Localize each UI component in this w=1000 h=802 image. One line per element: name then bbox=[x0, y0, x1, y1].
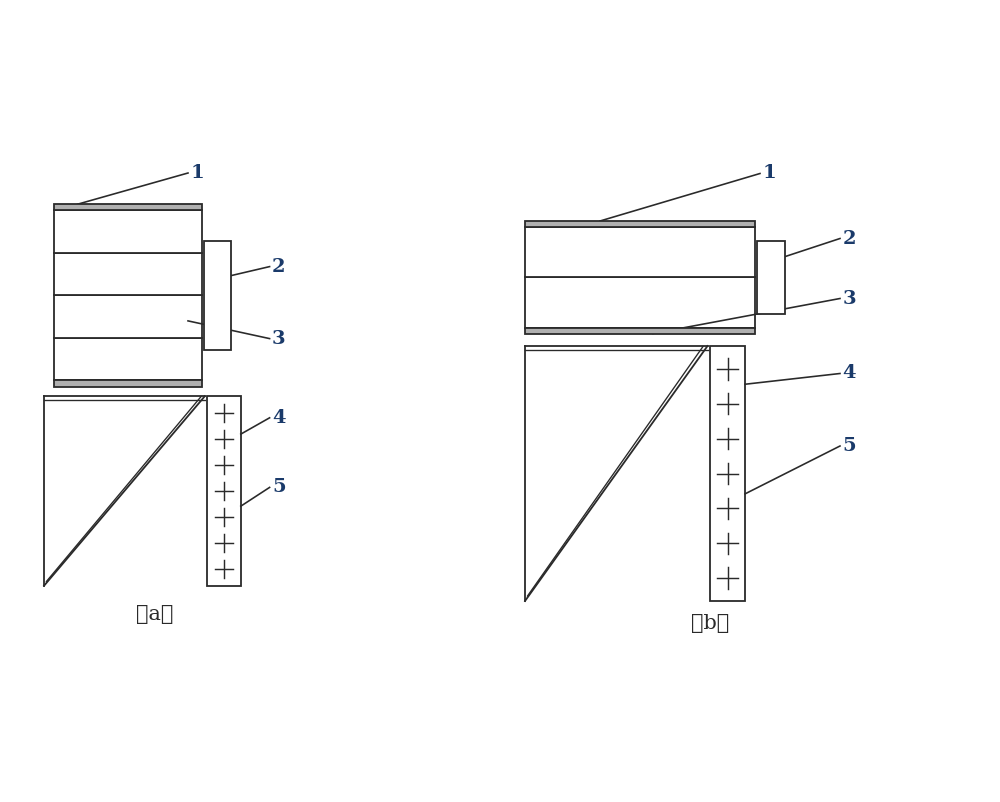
Text: （b）: （b） bbox=[691, 614, 729, 633]
Bar bbox=[207, 396, 241, 585]
Text: 2: 2 bbox=[842, 229, 856, 248]
Bar bbox=[54, 205, 202, 210]
Text: 1: 1 bbox=[763, 164, 776, 183]
Text: 1: 1 bbox=[190, 164, 204, 182]
Text: 5: 5 bbox=[842, 437, 856, 455]
Bar bbox=[710, 346, 745, 601]
Text: 3: 3 bbox=[272, 330, 286, 347]
Bar bbox=[54, 380, 202, 387]
Bar bbox=[54, 295, 202, 338]
Bar bbox=[54, 338, 202, 380]
Bar bbox=[204, 241, 231, 350]
Bar bbox=[525, 221, 755, 227]
Bar bbox=[525, 227, 755, 277]
Bar bbox=[757, 241, 784, 314]
Text: 4: 4 bbox=[272, 409, 286, 427]
Bar bbox=[525, 277, 755, 327]
Bar bbox=[54, 210, 202, 253]
Text: 5: 5 bbox=[272, 479, 286, 496]
Bar bbox=[525, 327, 755, 334]
Bar bbox=[54, 253, 202, 295]
Text: 4: 4 bbox=[842, 364, 856, 383]
Text: 2: 2 bbox=[272, 257, 286, 276]
Text: 3: 3 bbox=[842, 290, 856, 307]
Text: （a）: （a） bbox=[136, 605, 173, 624]
